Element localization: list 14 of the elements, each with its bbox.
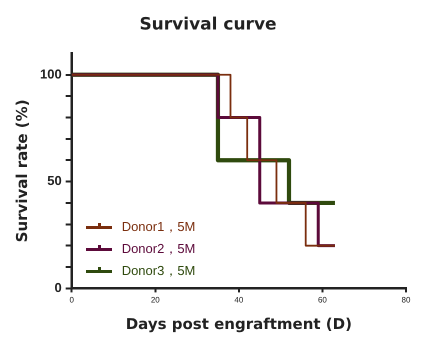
y-axis-title: Survival rate (%) [12, 99, 31, 242]
x-tick-label: 0 [69, 295, 74, 304]
y-tick-label: 100 [40, 66, 62, 82]
x-tick-label: 20 [150, 295, 160, 304]
chart-title: Survival curve [139, 14, 277, 35]
x-tick-label: 80 [402, 295, 411, 304]
legend-label: Donor2，5M [122, 240, 196, 258]
legend-label: Donor1，5M [122, 218, 196, 236]
x-tick-label: 40 [234, 295, 244, 304]
y-tick-label: 50 [47, 173, 62, 188]
x-tick-label: 60 [318, 295, 328, 304]
legend-label: Donor3，5M [122, 262, 196, 280]
x-axis-title: Days post engraftment (D) [126, 314, 352, 333]
y-tick-label: 0 [54, 280, 62, 295]
